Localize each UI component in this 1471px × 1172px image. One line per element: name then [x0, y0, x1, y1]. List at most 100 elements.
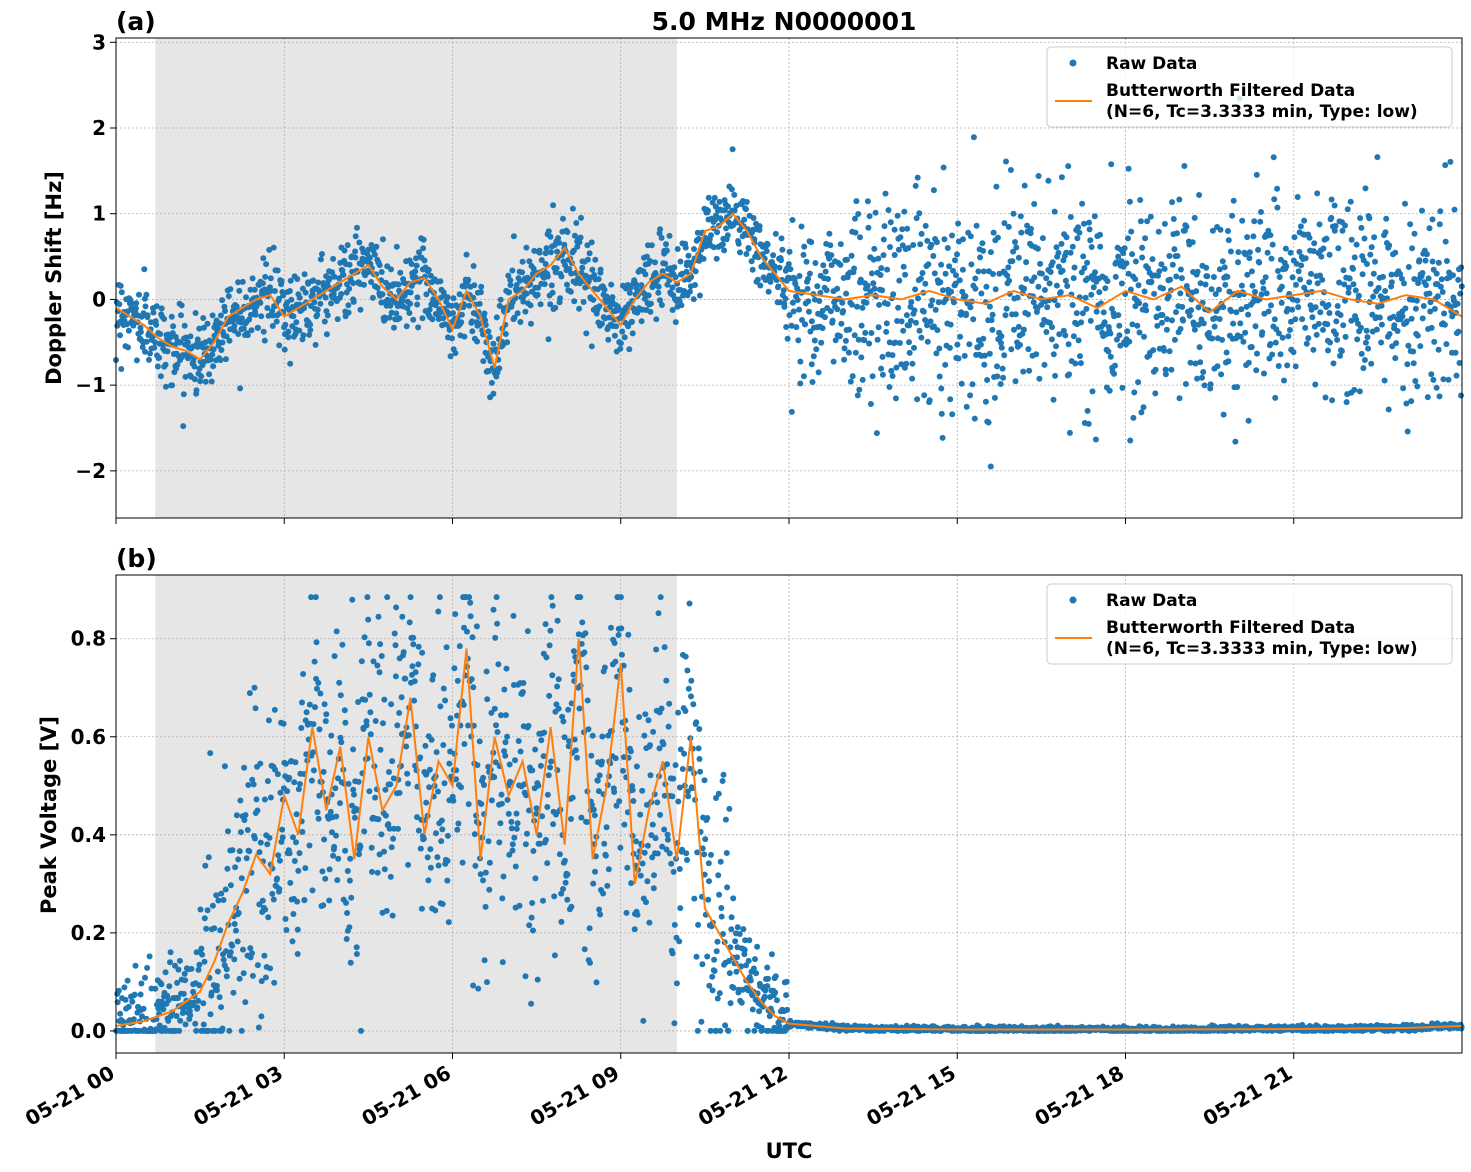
panel-b-raw-point: [433, 749, 440, 756]
panel-a-raw-point: [745, 245, 752, 252]
panel-b-raw-point: [500, 873, 507, 880]
panel-b-raw-point: [504, 733, 511, 740]
panel-b-raw-point: [212, 1027, 219, 1034]
panel-b-raw-point: [445, 919, 452, 926]
panel-a-raw-point: [249, 275, 256, 282]
panel-a-raw-point: [545, 336, 552, 343]
panel-b-raw-point: [551, 893, 558, 900]
panel-b-raw-point: [342, 847, 349, 854]
panel-b-raw-point: [202, 862, 209, 869]
panel-a-raw-point: [292, 331, 299, 338]
panel-b-raw-point: [452, 611, 459, 618]
panel-a-raw-point: [1289, 274, 1296, 281]
panel-a-raw-point: [992, 286, 999, 293]
panel-a-raw-point: [830, 358, 837, 365]
panel-a-raw-point: [338, 291, 345, 297]
panel-a-raw-point: [1272, 339, 1279, 346]
panel-a-raw-point: [1132, 276, 1139, 283]
panel-b-raw-point: [243, 855, 250, 862]
panel-a-raw-point: [864, 198, 871, 205]
panel-a-raw-point: [921, 392, 928, 399]
panel-a-raw-point: [1267, 232, 1274, 239]
panel-b-raw-point: [374, 662, 381, 669]
panel-a-raw-point: [330, 255, 337, 262]
panel-a-raw-point: [1274, 204, 1281, 211]
panel-a-raw-point: [1221, 264, 1228, 271]
panel-a-raw-point: [805, 298, 812, 305]
panel-b-raw-point: [784, 1006, 791, 1013]
panel-a-raw-point: [1289, 306, 1296, 313]
panel-a-raw-point: [319, 251, 325, 257]
panel-a-raw-point: [911, 344, 917, 351]
panel-a-raw-point: [890, 291, 897, 298]
panel-a-raw-point: [1428, 371, 1435, 378]
panel-a-raw-point: [1311, 240, 1318, 247]
panel-a-raw-point: [724, 232, 731, 239]
panel-a-raw-point: [986, 303, 993, 310]
panel-b-raw-point: [331, 653, 338, 660]
panel-a-raw-point: [793, 324, 800, 331]
panel-a-raw-point: [874, 336, 881, 343]
panel-a-raw-point: [1235, 249, 1242, 256]
panel-b-raw-point: [589, 732, 596, 739]
panel-a-raw-point: [681, 288, 688, 294]
panel-b-raw-point: [298, 725, 305, 731]
panel-a-raw-point: [208, 378, 215, 385]
panel-a-raw-point: [917, 275, 924, 282]
panel-a-raw-point: [1129, 321, 1136, 328]
panel-a-raw-point: [567, 288, 574, 295]
panel-a-raw-point: [156, 354, 163, 361]
panel-a-raw-point: [1265, 308, 1272, 315]
panel-a-raw-point: [1058, 240, 1065, 247]
panel-a-raw-point: [542, 250, 549, 257]
panel-a-raw-point: [786, 248, 793, 255]
panel-b-raw-point: [262, 974, 269, 981]
panel-a-raw-point: [1404, 361, 1411, 368]
panel-a-raw-point: [1359, 271, 1366, 278]
panel-b-raw-point: [530, 848, 537, 854]
panel-b-raw-point: [764, 983, 771, 990]
panel-a-raw-point: [1257, 218, 1264, 225]
panel-a-raw-point: [414, 301, 421, 308]
panel-b-raw-point: [758, 1024, 765, 1031]
panel-b-raw-point: [676, 866, 683, 872]
panel-b-raw-point: [322, 875, 329, 882]
panel-b-raw-point: [326, 897, 333, 904]
panel-a-raw-point: [779, 246, 786, 253]
panel-b-raw-point: [203, 925, 210, 932]
panel-b-raw-point: [618, 651, 625, 658]
panel-b-raw-point: [480, 877, 486, 884]
panel-a-raw-point: [930, 253, 937, 259]
panel-a-raw-point: [1353, 241, 1360, 248]
panel-a-raw-point: [858, 322, 865, 329]
panel-a-raw-point: [1027, 230, 1034, 237]
panel-a-raw-point: [1343, 399, 1350, 406]
panel-a-raw-point: [716, 198, 723, 205]
panel-a-raw-point: [927, 318, 934, 325]
panel-b-raw-point: [612, 658, 619, 665]
panel-a-raw-point: [1319, 276, 1326, 283]
panel-b-raw-point: [626, 686, 633, 693]
panel-b-raw-point: [317, 690, 324, 697]
panel-a-raw-point: [534, 291, 541, 298]
panel-b-raw-point: [208, 989, 215, 996]
panel-a-raw-point: [1262, 274, 1269, 281]
panel-b-raw-point: [519, 689, 526, 695]
panel-a-raw-point: [914, 396, 921, 403]
panel-b-raw-point: [702, 836, 709, 843]
panel-a-raw-point: [1228, 308, 1235, 315]
panel-a-raw-point: [882, 190, 889, 197]
panel-a-raw-point: [502, 331, 509, 337]
panel-a-raw-point: [1437, 283, 1444, 290]
panel-b-raw-point: [434, 854, 441, 861]
panel-a-raw-point: [922, 317, 929, 323]
panel-a-raw-point: [671, 264, 678, 271]
panel-a-raw-point: [379, 291, 386, 298]
panel-b-raw-point: [495, 661, 502, 668]
panel-a-raw-point: [997, 381, 1004, 387]
panel-a-raw-point: [314, 306, 321, 313]
panel-b-raw-point: [444, 832, 451, 839]
panel-a-raw-point: [273, 318, 280, 325]
panel-a-raw-point: [317, 256, 324, 263]
panel-a-raw-point: [476, 300, 483, 307]
